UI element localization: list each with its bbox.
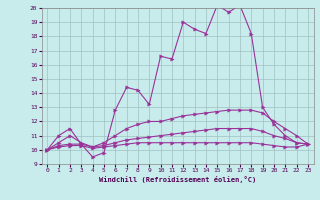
X-axis label: Windchill (Refroidissement éolien,°C): Windchill (Refroidissement éolien,°C) (99, 176, 256, 183)
